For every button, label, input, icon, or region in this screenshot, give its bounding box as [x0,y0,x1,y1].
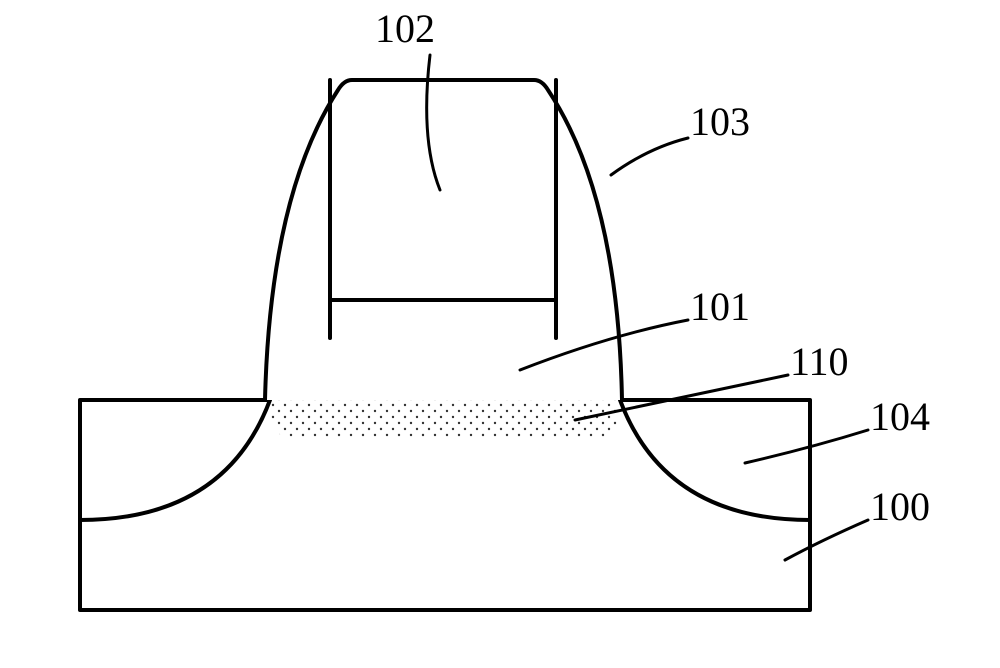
label-l101: 101 [690,284,750,329]
label-l102: 102 [375,6,435,51]
label-l110: 110 [790,339,849,384]
channel-region [270,400,620,438]
label-l104: 104 [870,394,930,439]
label-l103: 103 [690,99,750,144]
label-l100: 100 [870,484,930,529]
leader-l103 [611,138,688,175]
